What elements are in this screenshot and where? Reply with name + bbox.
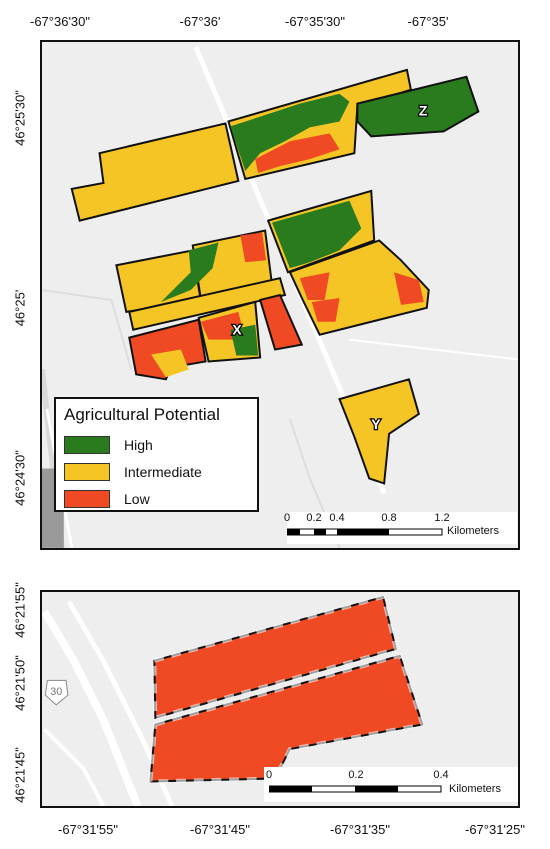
scale-bottom-bar xyxy=(269,785,442,793)
field-z xyxy=(356,75,480,138)
low-patch-west xyxy=(240,232,267,263)
scalebar-top: 0 0.2 0.4 0.8 1.2 Kilometers xyxy=(283,512,517,544)
bottom-lat-tick-2: 46°21'50" xyxy=(12,655,28,711)
scale-bottom-unit: Kilometers xyxy=(449,783,501,795)
scale-top-2: 0.4 xyxy=(329,512,345,524)
scale-top-unit: Kilometers xyxy=(447,525,499,537)
track-2 xyxy=(42,289,133,370)
bottom-lon-tick-2: -67°31'45" xyxy=(189,822,251,837)
high-patch-east xyxy=(272,200,362,269)
top-lon-tick-3: -67°35'30" xyxy=(284,14,346,29)
bottom-lon-tick-3: -67°31'35" xyxy=(329,822,391,837)
legend-item-high: High xyxy=(64,431,249,458)
highway-lane-1 xyxy=(42,609,142,806)
scale-bottom-1: 0.2 xyxy=(348,769,364,781)
top-lat-tick-2: 46°25' xyxy=(12,289,28,327)
scalebar-bottom: 0 0.2 0.4 Kilometers xyxy=(264,767,518,802)
high-patch-x xyxy=(230,324,259,356)
bottom-map-canvas: 30 xyxy=(42,594,425,806)
bottom-lat-tick-3: 46°21'45" xyxy=(12,747,28,803)
highway-ramp xyxy=(43,728,106,806)
legend-label-low: Low xyxy=(124,490,150,507)
track-1 xyxy=(349,338,518,361)
scale-bottom-2: 0.4 xyxy=(433,769,449,781)
field-low-small xyxy=(258,293,304,351)
top-lat-tick-3: 46°24'30" xyxy=(12,450,28,506)
road-shield-label: 30 xyxy=(50,686,62,698)
high-patch-west xyxy=(161,242,219,302)
field-label-y: Y xyxy=(371,416,381,432)
field-label-z: Z xyxy=(419,103,428,119)
legend-item-low: Low xyxy=(64,485,249,512)
scale-top-4: 1.2 xyxy=(434,512,450,524)
legend-label-high: High xyxy=(124,436,153,453)
bottom-lon-tick-1: -67°31'55" xyxy=(57,822,119,837)
scale-bottom-0: 0 xyxy=(265,769,273,781)
field-y xyxy=(338,378,420,485)
high-patch-north xyxy=(230,93,350,172)
field-bottom-south-edge xyxy=(148,653,425,784)
legend-swatch-low xyxy=(64,489,110,508)
scale-top-3: 0.8 xyxy=(381,512,397,524)
legend-item-intermediate: Intermediate xyxy=(64,458,249,485)
field-label-x: X xyxy=(232,322,242,338)
scale-top-1: 0.2 xyxy=(306,512,322,524)
top-lat-tick-1: 46°25'30" xyxy=(12,90,28,146)
agricultural-potential-map: Z X Y Agricultural Potential High Interm… xyxy=(40,40,520,550)
legend-title: Agricultural Potential xyxy=(64,405,220,424)
top-lon-tick-1: -67°36'30" xyxy=(29,14,91,29)
field-strip xyxy=(128,276,287,331)
low-patch-north xyxy=(255,133,340,174)
top-lon-tick-4: -67°35' xyxy=(407,14,449,29)
intermediate-patch-sw xyxy=(151,349,189,378)
bottom-field-map: 30 0 0.2 0.4 Kilometers xyxy=(40,590,520,808)
legend: Agricultural Potential High Intermediate… xyxy=(54,397,259,512)
legend-swatch-intermediate xyxy=(64,462,110,481)
top-lon-tick-2: -67°36' xyxy=(179,14,221,29)
field-bottom-north-edge xyxy=(152,594,399,721)
bottom-lat-tick-1: 46°21'55" xyxy=(12,582,28,638)
legend-swatch-high xyxy=(64,435,110,454)
bottom-lon-tick-4: -67°31'25" xyxy=(464,822,526,837)
low-patch-east-a xyxy=(299,272,330,300)
field-northwest xyxy=(70,122,240,222)
scale-top-0: 0 xyxy=(283,512,291,524)
low-patch-east-c xyxy=(311,297,340,322)
road-shield-30: 30 xyxy=(44,679,69,706)
legend-label-intermediate: Intermediate xyxy=(124,463,202,480)
top-map-canvas: Z X Y xyxy=(42,46,518,548)
low-patch-east-b xyxy=(394,272,424,305)
scale-top-bar xyxy=(287,528,443,536)
